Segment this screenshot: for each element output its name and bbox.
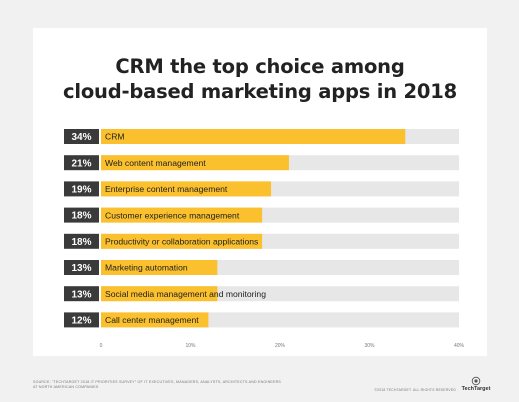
- value-label-box: [64, 233, 99, 249]
- x-tick-label: 0: [100, 343, 103, 349]
- bar: [101, 181, 272, 197]
- value-label: 13%: [71, 263, 91, 274]
- x-tick-label: 10%: [185, 343, 196, 349]
- value-label: 21%: [71, 158, 91, 169]
- source-note: SOURCE: "TECHTARGET 2018 IT PRIORITIES S…: [33, 380, 282, 389]
- category-label: Enterprise content management: [105, 184, 228, 194]
- bar: [101, 286, 218, 302]
- value-label-box: [64, 181, 99, 197]
- category-label: Productivity or collaboration applicatio…: [105, 237, 258, 247]
- bar: [101, 155, 289, 171]
- techtarget-logo-icon: [471, 376, 481, 386]
- category-label: CRM: [105, 132, 125, 142]
- value-label-box: [64, 312, 99, 328]
- category-label: Social media management and monitoring: [105, 289, 266, 299]
- category-label: Web content management: [105, 158, 206, 168]
- value-label: 13%: [71, 289, 91, 300]
- value-label: 34%: [71, 132, 91, 143]
- copyright-note: ©2018 TECHTARGET. ALL RIGHTS RESERVED: [374, 388, 456, 392]
- value-label: 12%: [71, 316, 91, 327]
- bar: [101, 260, 218, 275]
- x-tick-label: 20%: [275, 343, 286, 349]
- techtarget-logo-text: TechTarget: [461, 386, 491, 392]
- value-label-box: [64, 260, 99, 275]
- value-label: 19%: [71, 185, 91, 196]
- bar: [101, 312, 209, 328]
- techtarget-logo: TechTarget: [459, 376, 493, 396]
- value-label: 18%: [71, 237, 91, 248]
- value-label: 18%: [71, 211, 91, 222]
- value-label-box: [64, 286, 99, 302]
- value-label-box: [64, 207, 99, 223]
- chart-title-line-1: CRM the top choice among: [115, 55, 405, 78]
- value-label-box: [64, 129, 99, 144]
- bar: [101, 207, 263, 223]
- chart-title: CRM the top choice among cloud-based mar…: [33, 54, 487, 104]
- category-label: Customer experience management: [105, 210, 240, 220]
- x-tick-label: 30%: [364, 343, 375, 349]
- chart-title-line-2: cloud-based marketing apps in 2018: [63, 80, 457, 103]
- bar: [101, 129, 406, 144]
- category-label: Marketing automation: [105, 263, 188, 273]
- bar: [101, 233, 263, 249]
- category-label: Call center management: [105, 315, 199, 325]
- x-tick-label: 40%: [454, 343, 465, 349]
- value-label-box: [64, 155, 99, 171]
